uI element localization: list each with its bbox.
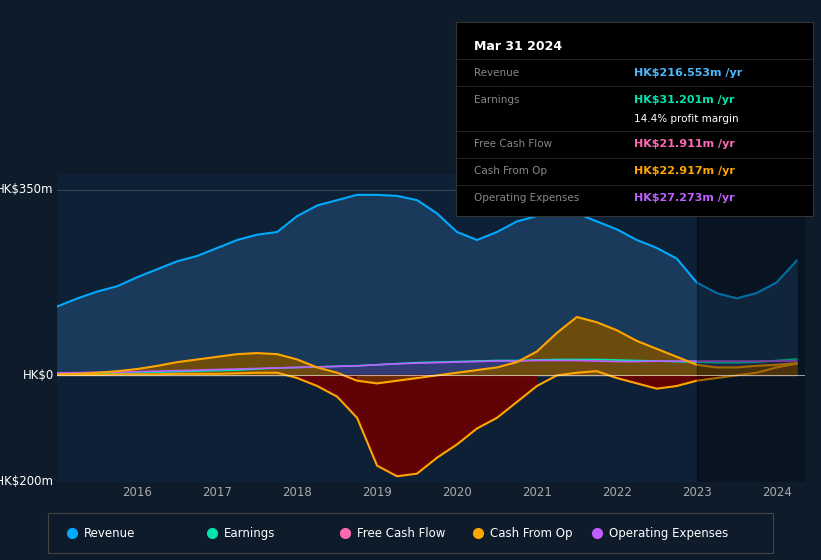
Text: Free Cash Flow: Free Cash Flow	[357, 527, 446, 540]
Text: 2018: 2018	[282, 486, 312, 500]
Text: HK$27.273m /yr: HK$27.273m /yr	[635, 193, 735, 203]
Text: Operating Expenses: Operating Expenses	[608, 527, 727, 540]
Text: 2020: 2020	[443, 486, 472, 500]
Text: 2016: 2016	[122, 486, 153, 500]
Text: 2017: 2017	[202, 486, 232, 500]
Text: 2024: 2024	[762, 486, 791, 500]
Text: HK$350m: HK$350m	[0, 183, 53, 196]
Text: HK$216.553m /yr: HK$216.553m /yr	[635, 68, 742, 78]
Text: Earnings: Earnings	[474, 95, 519, 105]
Text: HK$0: HK$0	[22, 369, 53, 382]
Text: Free Cash Flow: Free Cash Flow	[474, 139, 552, 149]
Text: HK$21.911m /yr: HK$21.911m /yr	[635, 139, 735, 149]
Text: Cash From Op: Cash From Op	[490, 527, 573, 540]
Text: Operating Expenses: Operating Expenses	[474, 193, 579, 203]
Bar	[697, 174, 805, 482]
Text: 2021: 2021	[522, 486, 552, 500]
Text: 2023: 2023	[681, 486, 712, 500]
Text: HK$31.201m /yr: HK$31.201m /yr	[635, 95, 735, 105]
Text: 14.4% profit margin: 14.4% profit margin	[635, 114, 739, 124]
Text: HK$22.917m /yr: HK$22.917m /yr	[635, 166, 735, 176]
Text: 2022: 2022	[602, 486, 631, 500]
Text: Revenue: Revenue	[474, 68, 519, 78]
Text: Revenue: Revenue	[84, 527, 135, 540]
Text: Earnings: Earnings	[224, 527, 276, 540]
Text: 2019: 2019	[362, 486, 392, 500]
Text: -HK$200m: -HK$200m	[0, 475, 53, 488]
Text: Mar 31 2024: Mar 31 2024	[474, 40, 562, 53]
Text: Cash From Op: Cash From Op	[474, 166, 547, 176]
